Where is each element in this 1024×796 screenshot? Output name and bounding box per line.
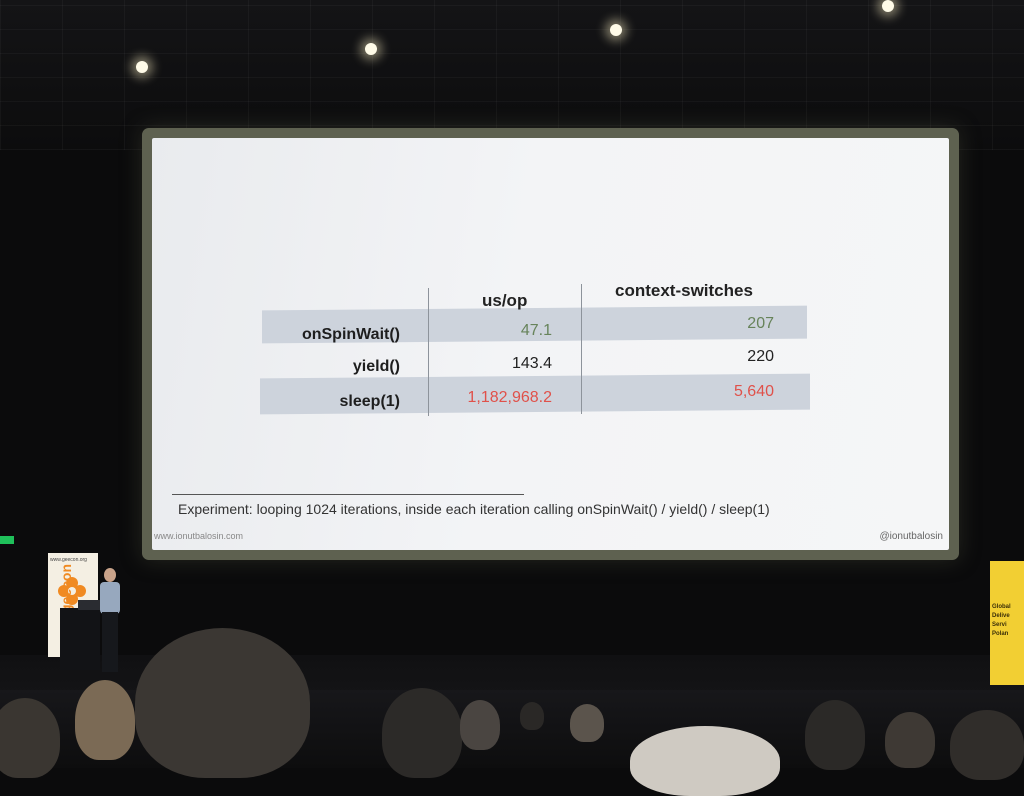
audience-head — [950, 710, 1024, 780]
ceiling — [0, 0, 1024, 150]
audience-head — [630, 726, 780, 796]
ceiling-light — [610, 24, 622, 36]
audience-head — [805, 700, 865, 770]
presenter-legs — [102, 612, 118, 672]
audience-head — [885, 712, 935, 768]
banner-logo-text: geecon — [58, 563, 74, 613]
column-divider — [428, 288, 429, 416]
header-context-switches: context-switches — [615, 281, 753, 300]
banner-site: www.geecon.org — [50, 557, 87, 563]
lectern — [60, 608, 100, 670]
row-label-sleep: sleep(1) — [339, 393, 400, 410]
column-divider — [581, 284, 582, 414]
audience-head — [570, 704, 604, 742]
presenter-head — [104, 568, 116, 582]
value-sleep-us-op: 1,182,968.2 — [467, 389, 552, 406]
slide-handle: @ionutbalosin — [879, 531, 943, 542]
experiment-footnote: Experiment: looping 1024 iterations, ins… — [178, 501, 770, 517]
value-onspinwait-context-switches: 207 — [747, 315, 774, 332]
audience-head — [460, 700, 500, 750]
header-us-op: us/op — [482, 291, 528, 310]
flower-logo-icon — [58, 577, 86, 605]
sponsor-sign: Global Delive Servi Polan — [990, 561, 1024, 685]
row-label-yield: yield() — [352, 358, 400, 375]
value-onspinwait-us-op: 47.1 — [520, 322, 552, 339]
value-sleep-context-switches: 5,640 — [733, 383, 774, 400]
ceiling-light — [882, 0, 894, 12]
presenter — [100, 582, 120, 614]
value-yield-context-switches: 220 — [747, 348, 774, 365]
results-table: us/op context-switches onSpinWait() 47.1… — [152, 138, 949, 550]
audience-head — [520, 702, 544, 730]
row-label-onspinwait: onSpinWait() — [301, 326, 400, 343]
audience-head — [75, 680, 135, 760]
sponsor-sign-text: Global Delive Servi Polan — [992, 604, 1011, 637]
footnote-rule — [172, 494, 524, 495]
audience-head — [135, 628, 310, 778]
audience-head — [0, 698, 60, 778]
ceiling-light — [365, 43, 377, 55]
projection-screen: us/op context-switches onSpinWait() 47.1… — [152, 138, 949, 550]
value-yield-us-op: 143.4 — [511, 355, 552, 372]
audience — [0, 628, 1024, 796]
slide-url: www.ionutbalosin.com — [154, 531, 244, 541]
ceiling-light — [136, 61, 148, 73]
laptop — [78, 600, 102, 610]
audience-head — [382, 688, 462, 778]
exit-sign — [0, 536, 14, 544]
